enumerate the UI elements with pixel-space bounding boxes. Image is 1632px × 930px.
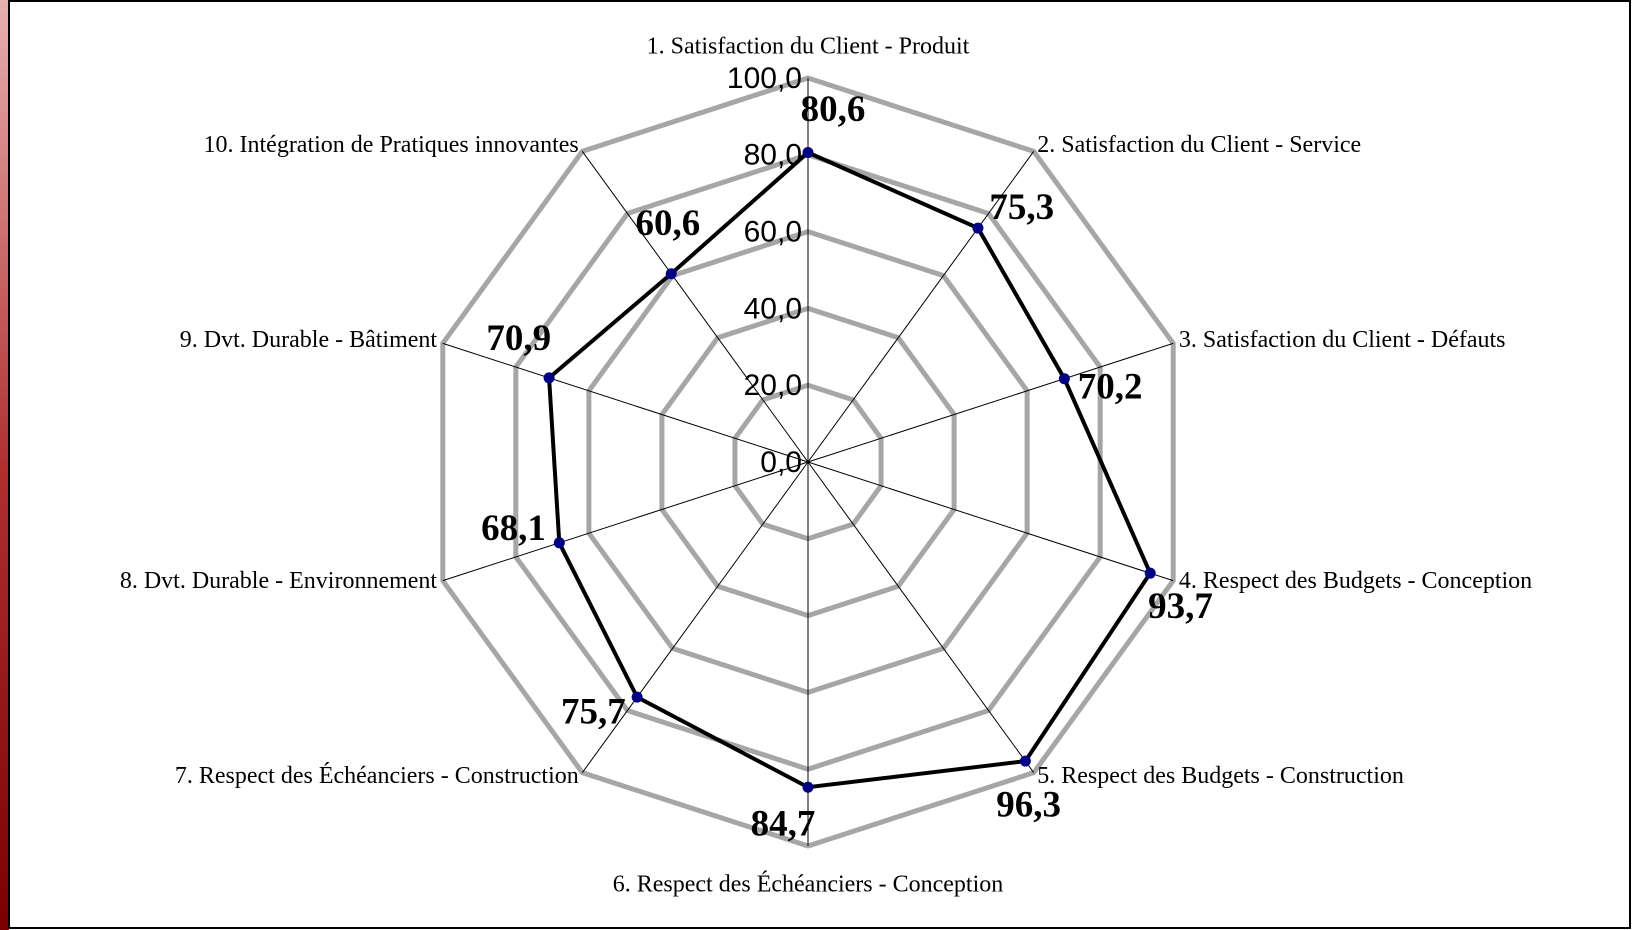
category-label: 4. Respect des Budgets - Conception — [1179, 568, 1532, 594]
value-label: 96,3 — [996, 785, 1061, 826]
r-tick-label: 0,0 — [760, 446, 802, 479]
data-point — [972, 222, 984, 234]
category-label: 1. Satisfaction du Client - Produit — [647, 34, 970, 60]
data-point — [665, 268, 677, 280]
spoke — [442, 342, 809, 463]
category-label: 9. Dvt. Durable - Bâtiment — [180, 327, 438, 353]
data-point — [802, 781, 814, 793]
value-label: 70,2 — [1078, 367, 1143, 408]
value-label: 68,1 — [481, 508, 546, 549]
data-point — [1144, 567, 1156, 579]
r-tick-label: 40,0 — [744, 292, 802, 325]
spoke — [807, 461, 1174, 582]
value-label: 93,7 — [1148, 586, 1213, 627]
r-tick-label: 60,0 — [744, 216, 802, 249]
spoke — [581, 151, 809, 463]
category-label: 10. Intégration de Pratiques innovantes — [204, 132, 579, 158]
spoke — [807, 151, 1035, 463]
value-label: 70,9 — [486, 318, 551, 359]
data-point — [802, 146, 814, 158]
category-label: 3. Satisfaction du Client - Défauts — [1179, 327, 1506, 353]
category-label: 8. Dvt. Durable - Environnement — [120, 568, 438, 594]
spoke — [807, 342, 1174, 463]
value-label: 84,7 — [751, 804, 816, 845]
category-label: 6. Respect des Échéanciers - Conception — [613, 872, 1004, 898]
data-point — [543, 372, 555, 384]
value-label: 80,6 — [801, 89, 866, 130]
value-label: 75,7 — [561, 691, 626, 732]
spoke — [442, 461, 809, 582]
data-point — [553, 537, 565, 549]
category-label: 5. Respect des Budgets - Construction — [1037, 763, 1404, 789]
r-tick-label: 20,0 — [744, 369, 802, 402]
data-point — [1019, 755, 1031, 767]
data-point — [1058, 373, 1070, 385]
r-tick-label: 100,0 — [727, 62, 802, 95]
spoke — [581, 461, 809, 773]
category-label: 7. Respect des Échéanciers - Constructio… — [175, 763, 579, 789]
data-point — [631, 691, 643, 703]
spoke — [807, 461, 1035, 773]
value-label: 75,3 — [989, 187, 1054, 228]
side-bar — [0, 0, 9, 930]
value-label: 60,6 — [636, 203, 701, 244]
category-label: 2. Satisfaction du Client - Service — [1037, 132, 1361, 158]
